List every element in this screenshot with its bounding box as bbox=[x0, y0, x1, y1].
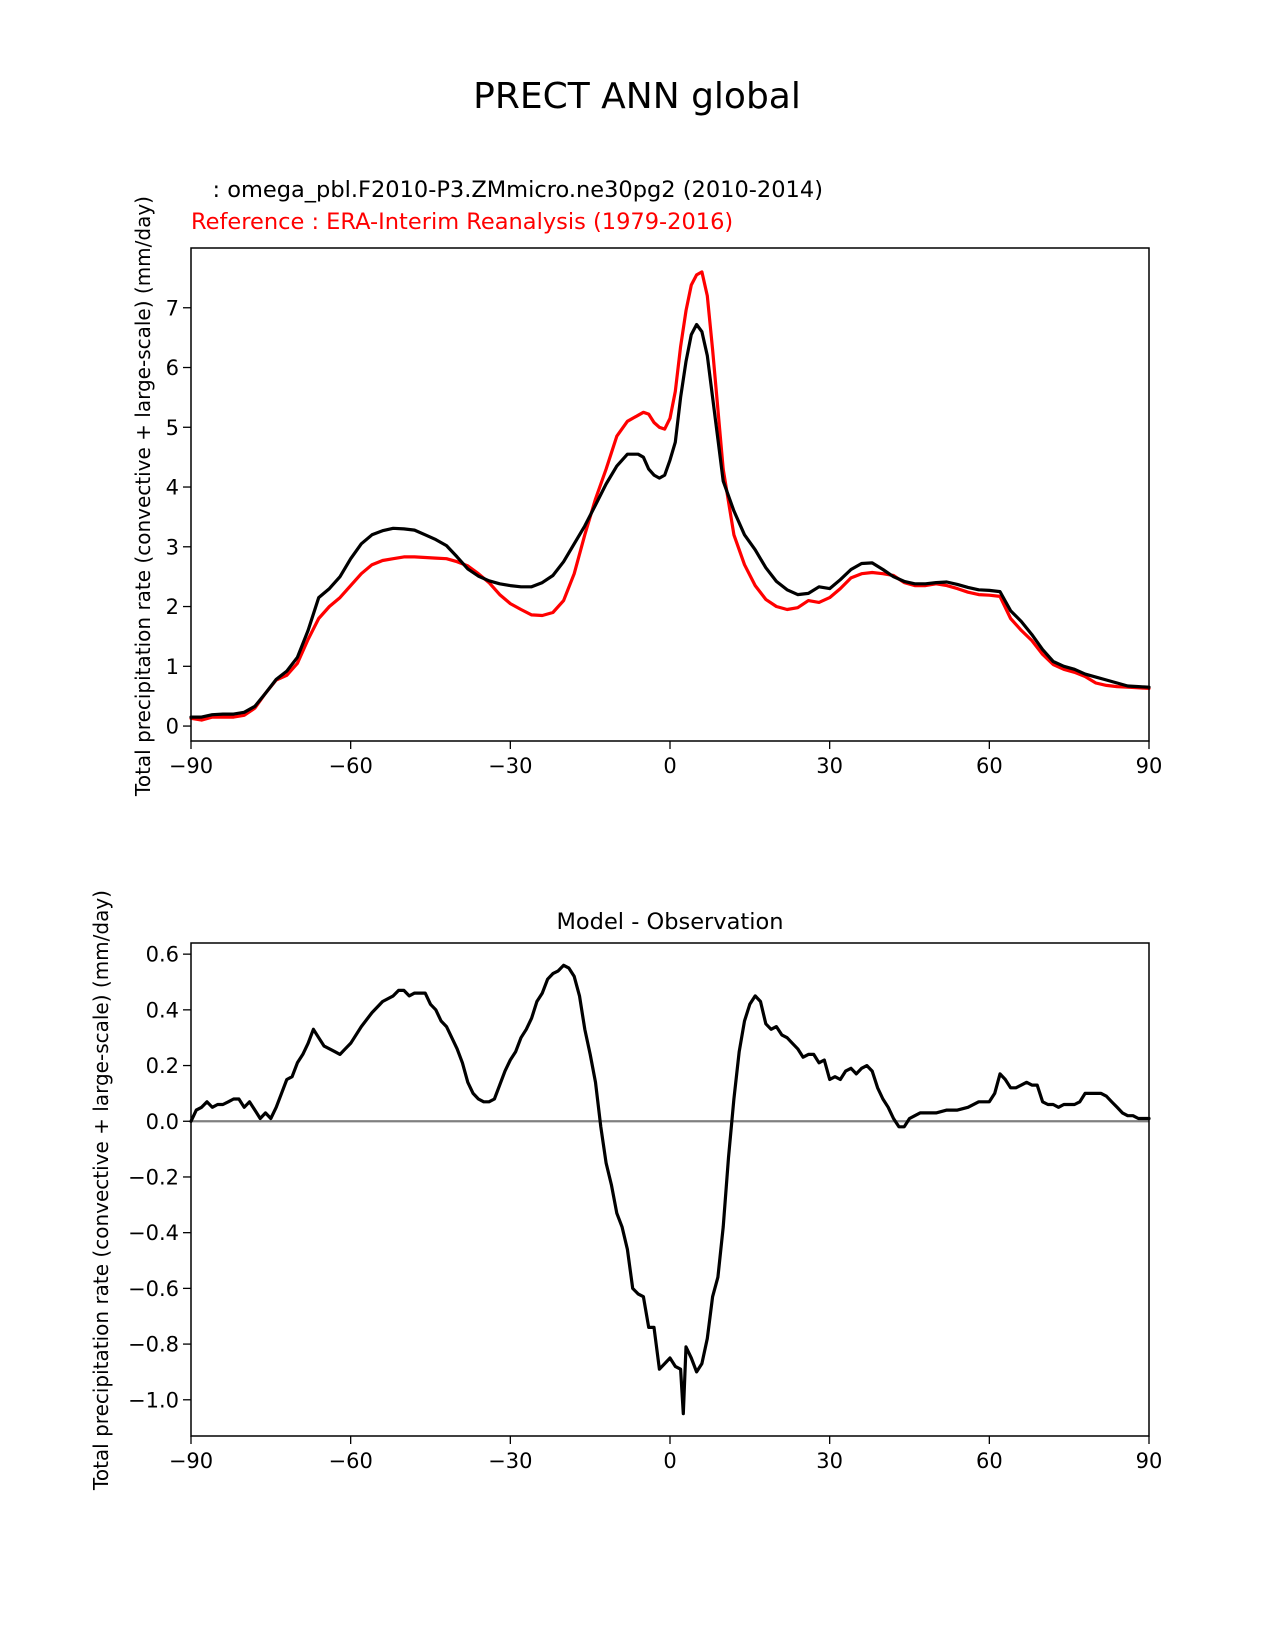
bottom-y-tick-label: 0.2 bbox=[146, 1054, 179, 1078]
bottom-plot-area bbox=[189, 963, 1151, 1416]
top-x-tick-label: 30 bbox=[816, 754, 843, 778]
top-x-tick-label: −90 bbox=[169, 754, 213, 778]
bottom-x-tick-label: 0 bbox=[663, 1449, 676, 1473]
top-x-tick-label: 60 bbox=[976, 754, 1003, 778]
bottom-x-tick-label: −30 bbox=[488, 1449, 532, 1473]
bottom-y-tick-label: −0.4 bbox=[128, 1221, 179, 1245]
top-axes-ticks: −90 −60 −30 0 30 60 90 0 1 2 3 4 5 6 7 bbox=[166, 296, 1163, 778]
top-y-tick-label: 1 bbox=[166, 655, 179, 679]
zonal-mean-panel: : omega_pbl.F2010-P3.ZMmicro.ne30pg2 (20… bbox=[131, 177, 1162, 797]
top-y-tick-label: 7 bbox=[166, 296, 179, 320]
bottom-y-tick-label: −0.2 bbox=[128, 1165, 179, 1189]
bottom-axes-frame bbox=[190, 942, 1150, 1437]
bottom-x-tick-label: −60 bbox=[329, 1449, 373, 1473]
bottom-axes-ticks: −90 −60 −30 0 30 60 90 0.6 0.4 0.2 0.0 −0.2 −0.4 −0.6… bbox=[128, 943, 1162, 1473]
bottom-x-tick-label: 90 bbox=[1136, 1449, 1163, 1473]
bottom-y-tick-label: −0.8 bbox=[128, 1333, 179, 1357]
top-x-tick-label: −60 bbox=[329, 754, 373, 778]
top-x-tick-label: 0 bbox=[663, 754, 676, 778]
top-plot-area bbox=[189, 270, 1151, 722]
bottom-y-tick-label: 0.4 bbox=[146, 998, 179, 1022]
test-case-label: : omega_pbl.F2010-P3.ZMmicro.ne30pg2 (20… bbox=[191, 177, 823, 203]
bottom-y-tick-label: −1.0 bbox=[128, 1388, 179, 1412]
series-line-reference bbox=[189, 270, 1151, 722]
reference-label: Reference : ERA-Interim Reanalysis (1979… bbox=[191, 209, 733, 235]
difference-title: Model - Observation bbox=[557, 909, 784, 935]
top-y-tick-label: 0 bbox=[166, 715, 179, 739]
top-y-tick-label: 2 bbox=[166, 595, 179, 619]
top-x-tick-label: −30 bbox=[488, 754, 532, 778]
top-y-tick-label: 3 bbox=[166, 535, 179, 559]
bottom-x-tick-label: 30 bbox=[816, 1449, 843, 1473]
bottom-x-tick-label: −90 bbox=[169, 1449, 213, 1473]
top-y-tick-label: 4 bbox=[166, 476, 179, 500]
top-x-tick-label: 90 bbox=[1136, 754, 1163, 778]
bottom-y-tick-label: 0.0 bbox=[146, 1110, 179, 1134]
top-y-axis-label: Total precipitation rate (convective + l… bbox=[131, 196, 155, 797]
series-line-test bbox=[189, 322, 1151, 719]
bottom-x-tick-label: 60 bbox=[976, 1449, 1003, 1473]
bottom-y-tick-label: −0.6 bbox=[128, 1277, 179, 1301]
bottom-y-axis-label: Total precipitation rate (convective + l… bbox=[89, 890, 113, 1491]
series-line-difference bbox=[189, 963, 1151, 1416]
bottom-y-tick-label: 0.6 bbox=[146, 943, 179, 967]
top-axes-frame bbox=[190, 247, 1150, 742]
figure-title: PRECT ANN global bbox=[473, 76, 801, 117]
difference-panel: Model - Observation Total precipitation … bbox=[89, 890, 1162, 1491]
top-y-tick-label: 6 bbox=[166, 356, 179, 380]
top-y-tick-label: 5 bbox=[166, 416, 179, 440]
